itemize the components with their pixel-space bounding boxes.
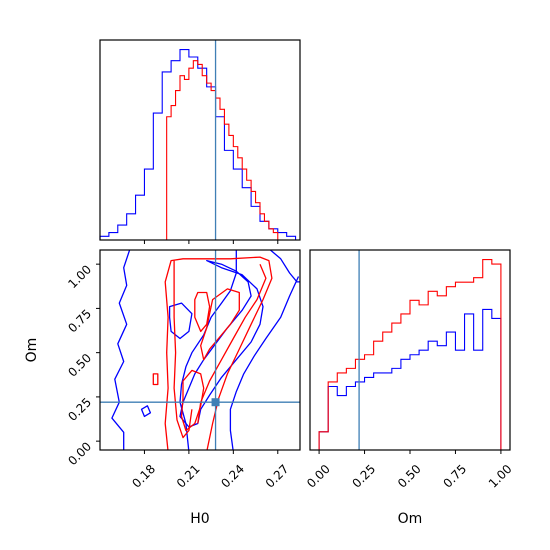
contour-red-inner-mid xyxy=(200,288,240,361)
om-x-tick-label: 1.00 xyxy=(486,462,515,491)
joint-x-tick-label: 0.27 xyxy=(263,462,292,491)
x-axis-label-h0: H0 xyxy=(190,511,209,527)
joint-y-tick-label: 0.00 xyxy=(65,439,94,468)
om-histogram-series-2 xyxy=(318,258,502,450)
contour-blue-outer-left xyxy=(111,250,131,450)
contour-red-speck xyxy=(152,373,159,386)
om-x-tick-label: 0.00 xyxy=(304,462,333,491)
contour-blue-speck xyxy=(140,405,152,418)
h0-histogram-panel xyxy=(99,39,301,244)
contour-blue-outer-inner-left xyxy=(179,250,237,450)
y-axis-label-om: Om xyxy=(24,338,40,363)
joint-x-tick-label: 0.21 xyxy=(174,462,203,491)
contour-blue-outer-right xyxy=(269,250,300,283)
contour-red-mid-left xyxy=(173,260,193,439)
joint-y-tick-label: 0.50 xyxy=(65,351,94,380)
contour-red-mid-right xyxy=(197,263,267,424)
joint-frame xyxy=(99,249,301,451)
x-axis-label-om: Om xyxy=(398,511,423,527)
contour-blue-outer-inner-right xyxy=(229,276,300,450)
joint-y-tick-label: 0.25 xyxy=(65,395,94,424)
joint-y-tick-label: 1.00 xyxy=(65,262,94,291)
contour-red-inner-top xyxy=(194,291,211,333)
joint-x-tick-label: 0.18 xyxy=(129,462,158,491)
om-x-tick-label: 0.50 xyxy=(395,462,424,491)
om-histogram-panel: 0.00 0.25 0.50 0.75 1.00 xyxy=(304,249,515,491)
joint-truth-marker xyxy=(211,398,220,407)
contour-blue-island xyxy=(168,302,193,340)
h0-om-contour-panel: 0.18 0.21 0.24 0.27 0.00 0.25 0.50 0.75 1.00 xyxy=(65,249,301,491)
om-histogram-series-1 xyxy=(318,308,502,450)
contour-red-inner-low xyxy=(180,369,205,432)
joint-x-tick-label: 0.24 xyxy=(218,462,247,491)
h0-histogram-series-2 xyxy=(166,60,279,240)
contour-blue-inner xyxy=(179,259,264,428)
contour-group xyxy=(111,250,300,450)
om-x-tick-label: 0.25 xyxy=(350,462,379,491)
h0-histogram-frame xyxy=(99,39,301,241)
h0-histogram-series-1 xyxy=(99,48,297,240)
om-x-tick-label: 0.75 xyxy=(440,462,469,491)
contour-red-outer xyxy=(164,256,273,450)
joint-y-tick-label: 0.75 xyxy=(65,307,94,336)
